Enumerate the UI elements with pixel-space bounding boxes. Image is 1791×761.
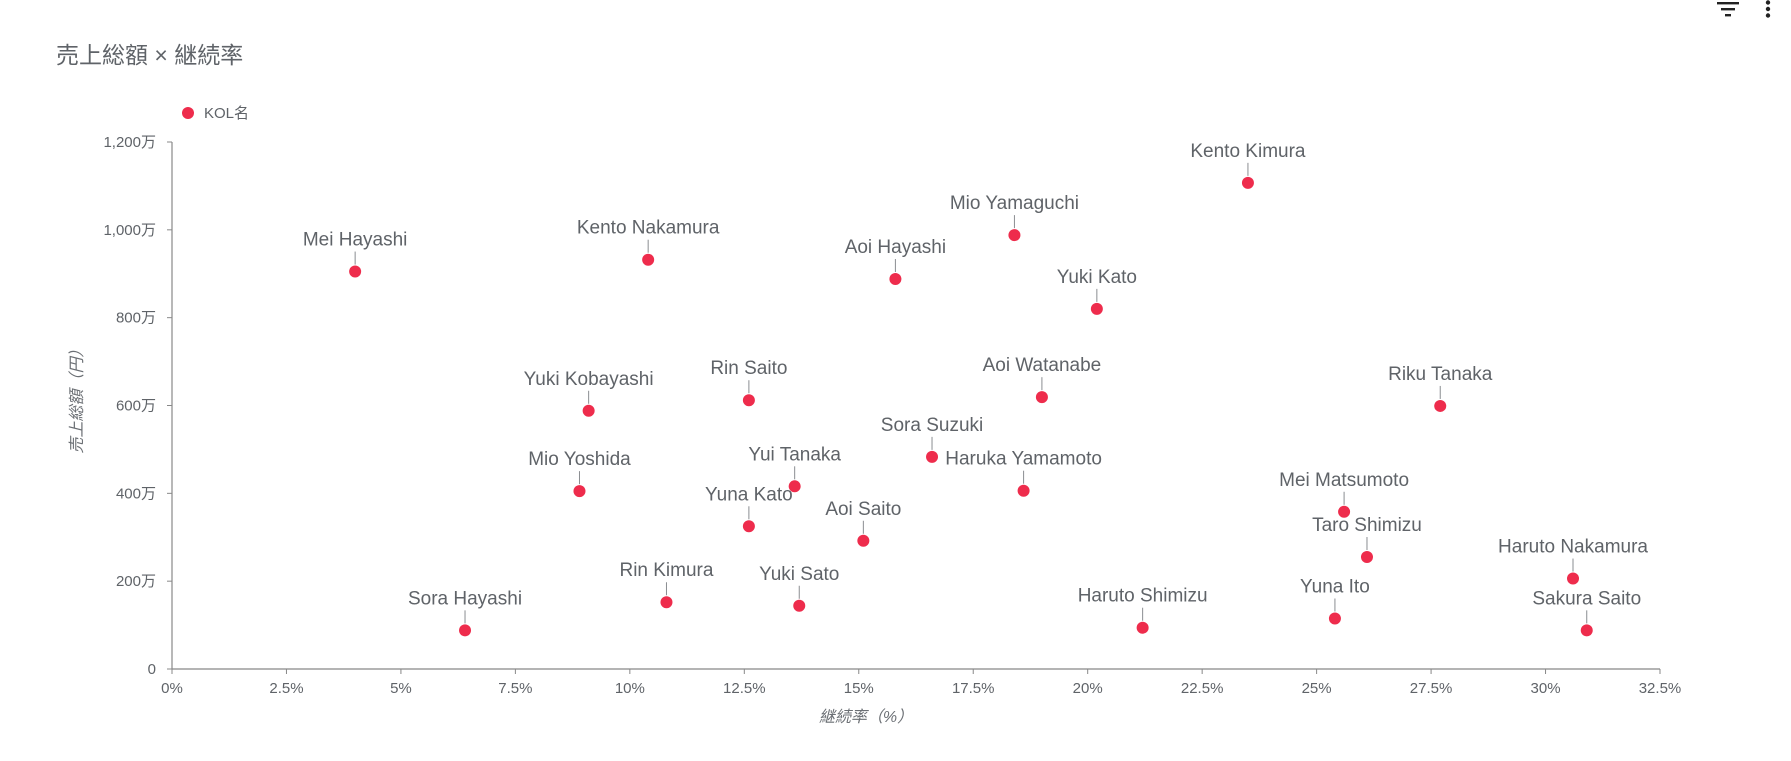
data-point-label: Kento Nakamura <box>577 218 720 239</box>
data-point[interactable] <box>573 485 586 498</box>
data-point[interactable] <box>742 394 755 407</box>
data-point[interactable] <box>1008 229 1021 242</box>
data-point-label: Sakura Saito <box>1532 588 1641 609</box>
data-point[interactable] <box>793 599 806 612</box>
x-tick-label: 2.5% <box>269 680 303 697</box>
y-tick-label: 200万 <box>116 573 156 590</box>
y-tick-label: 800万 <box>116 310 156 327</box>
data-point[interactable] <box>1241 176 1254 189</box>
data-point-label: Haruto Shimizu <box>1078 586 1208 607</box>
x-tick-label: 12.5% <box>723 680 766 697</box>
data-point-label: Aoi Watanabe <box>983 355 1102 376</box>
x-tick-label: 5% <box>390 680 412 697</box>
data-point[interactable] <box>1328 612 1341 625</box>
data-point-label: Riku Tanaka <box>1388 364 1493 385</box>
x-tick-label: 27.5% <box>1410 680 1453 697</box>
legend-label: KOL名 <box>204 105 250 122</box>
data-point-label: Haruto Nakamura <box>1498 537 1648 558</box>
data-point[interactable] <box>1035 391 1048 404</box>
data-point[interactable] <box>1580 624 1593 637</box>
data-point-label: Mei Hayashi <box>303 230 408 251</box>
data-point[interactable] <box>1090 302 1103 315</box>
data-point-label: Rin Kimura <box>619 560 713 581</box>
data-point[interactable] <box>1338 505 1351 518</box>
data-point[interactable] <box>742 520 755 533</box>
data-point-label: Mio Yamaguchi <box>950 193 1079 214</box>
more-vert-icon[interactable] <box>1753 0 1783 18</box>
x-tick-label: 22.5% <box>1181 680 1224 697</box>
data-point-label: Yuki Sato <box>759 564 839 585</box>
x-tick-label: 32.5% <box>1639 680 1682 697</box>
data-point-label: Kento Kimura <box>1190 141 1306 162</box>
data-point[interactable] <box>1434 399 1447 412</box>
data-point-label: Sora Suzuki <box>881 415 983 436</box>
data-point[interactable] <box>889 273 902 286</box>
x-tick-label: 15% <box>844 680 874 697</box>
y-tick-label: 400万 <box>116 485 156 502</box>
filter-icon[interactable] <box>1713 0 1743 18</box>
x-tick-label: 30% <box>1531 680 1561 697</box>
data-point[interactable] <box>1136 621 1149 634</box>
x-tick-label: 0% <box>161 680 183 697</box>
data-point-label: Aoi Saito <box>825 499 901 520</box>
x-tick-label: 17.5% <box>952 680 995 697</box>
data-point-label: Yuki Kobayashi <box>524 369 654 390</box>
data-point-label: Sora Hayashi <box>408 588 522 609</box>
x-tick-label: 25% <box>1302 680 1332 697</box>
x-tick-label: 7.5% <box>498 680 532 697</box>
data-point-label: Rin Saito <box>710 358 787 379</box>
x-axis-title: 継続率（%） <box>819 708 913 726</box>
legend-marker <box>182 106 194 119</box>
data-point[interactable] <box>1567 572 1580 585</box>
data-point[interactable] <box>1017 484 1030 497</box>
chart-legend[interactable]: KOL名 <box>182 102 249 123</box>
data-point-label: Yuna Kato <box>705 484 793 505</box>
data-point[interactable] <box>926 450 939 463</box>
data-point[interactable] <box>582 404 595 417</box>
data-point[interactable] <box>1360 551 1373 564</box>
data-point[interactable] <box>660 596 673 609</box>
x-tick-label: 20% <box>1073 680 1103 697</box>
data-point-label: Mei Matsumoto <box>1279 470 1409 491</box>
y-axis-title: 売上総額（円） <box>68 341 86 453</box>
data-point-label: Haruka Yamamoto <box>945 449 1102 470</box>
y-tick-label: 1,200万 <box>103 134 156 151</box>
data-point-label: Mio Yoshida <box>528 449 631 470</box>
data-point-label: Taro Shimizu <box>1312 515 1422 536</box>
chart-toolbar <box>1713 0 1783 18</box>
data-point[interactable] <box>642 253 655 266</box>
y-tick-label: 1,000万 <box>103 222 156 239</box>
x-tick-label: 10% <box>615 680 645 697</box>
data-point-label: Yui Tanaka <box>748 444 841 465</box>
data-point-label: Yuna Ito <box>1300 576 1370 597</box>
data-point-label: Aoi Hayashi <box>845 237 946 258</box>
data-point[interactable] <box>857 534 870 547</box>
data-point[interactable] <box>788 480 801 493</box>
data-point-label: Yuki Kato <box>1057 267 1137 288</box>
y-tick-label: 600万 <box>116 398 156 415</box>
data-point[interactable] <box>459 624 472 637</box>
chart-title: 売上総額 × 継続率 <box>56 42 244 68</box>
y-tick-label: 0 <box>148 661 156 678</box>
data-point[interactable] <box>349 265 362 278</box>
